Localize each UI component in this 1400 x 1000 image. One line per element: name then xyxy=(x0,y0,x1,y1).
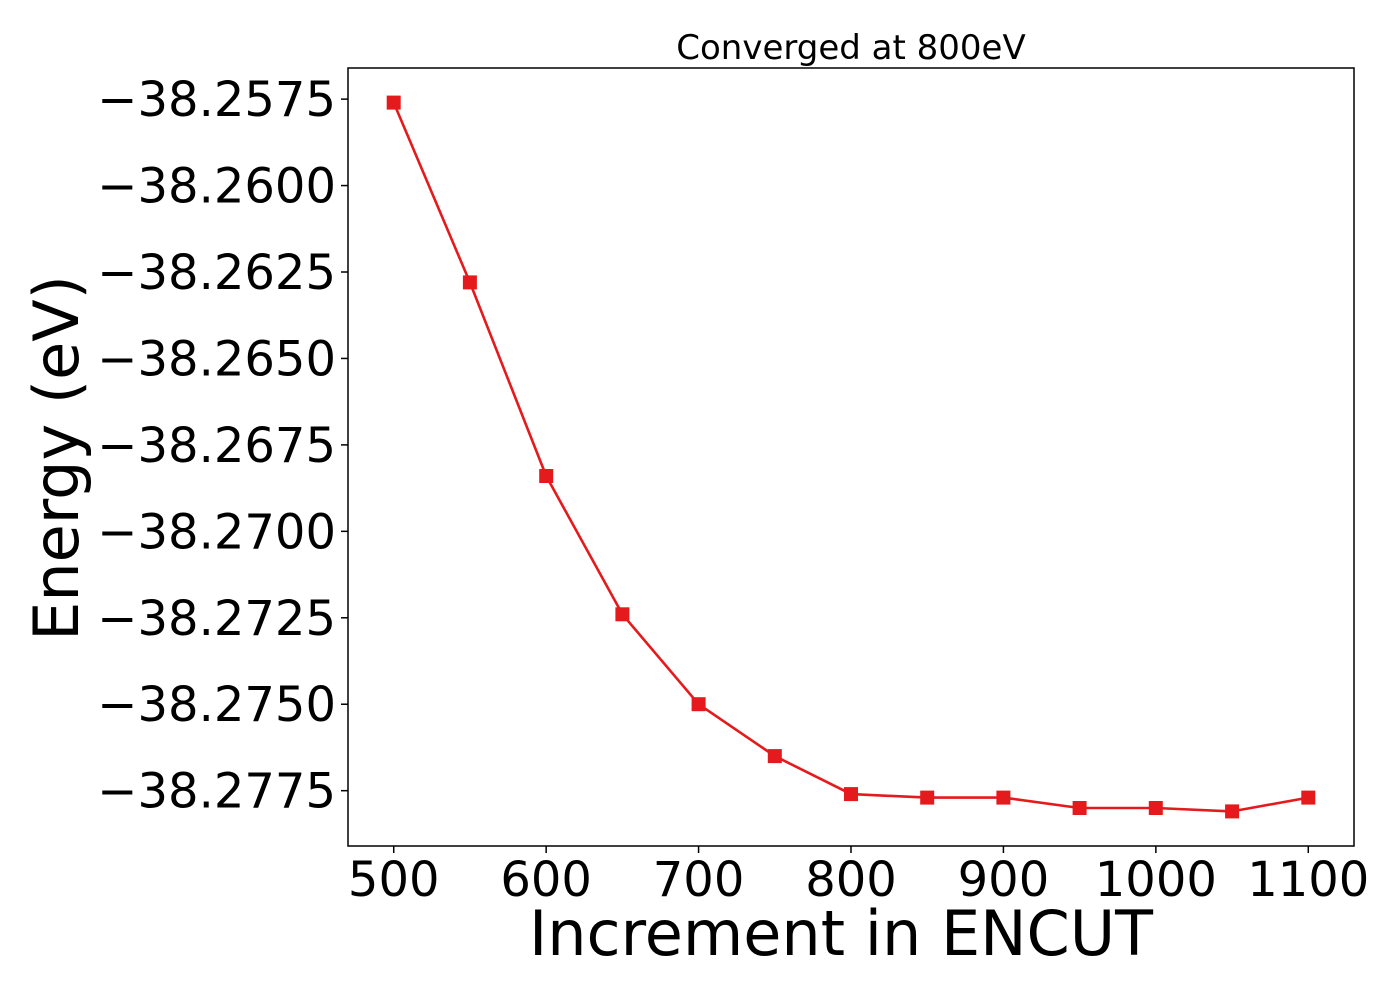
y-tick-label: −38.2775 xyxy=(97,764,336,820)
x-tick-label: 700 xyxy=(653,852,745,908)
data-point-marker xyxy=(767,749,782,764)
data-point-marker xyxy=(691,697,706,712)
data-point-marker xyxy=(1072,801,1087,815)
y-axis-ticks: −38.2575 −38.2600 −38.2625 −38.2650 −38.2675… xyxy=(97,72,348,820)
data-point-marker xyxy=(920,790,935,805)
y-tick-label: −38.2700 xyxy=(97,504,336,560)
x-tick-label: 1100 xyxy=(1247,852,1369,908)
y-tick-label: −38.2675 xyxy=(97,418,336,474)
x-tick-label: 600 xyxy=(500,852,592,908)
x-tick-label: 900 xyxy=(958,852,1050,908)
x-tick-label: 500 xyxy=(348,852,440,908)
series-energy xyxy=(386,95,1316,819)
x-tick-label: 1000 xyxy=(1095,852,1217,908)
y-tick-label: −38.2600 xyxy=(97,159,336,215)
x-tick-label: 800 xyxy=(805,852,897,908)
chart-title: Converged at 800eV xyxy=(676,28,1025,68)
data-point-marker xyxy=(539,469,554,483)
plot-area xyxy=(347,67,1355,847)
x-axis-ticks: 500 600 700 800 900 1000 1100 xyxy=(348,846,1369,908)
y-axis-title: Energy (eV) xyxy=(20,275,93,641)
data-point-marker xyxy=(1148,801,1163,815)
y-tick-label: −38.2625 xyxy=(97,245,336,301)
y-tick-label: −38.2725 xyxy=(97,591,336,647)
data-point-marker xyxy=(844,787,858,802)
y-tick-label: −38.2650 xyxy=(97,331,336,387)
data-point-marker xyxy=(1301,790,1316,805)
series-line xyxy=(392,102,1309,813)
data-point-marker xyxy=(386,95,401,110)
x-axis-title: Increment in ENCUT xyxy=(529,897,1154,970)
data-point-marker xyxy=(1225,804,1240,819)
data-point-marker xyxy=(615,607,630,622)
data-point-marker xyxy=(462,275,477,290)
data-point-marker xyxy=(996,790,1011,805)
y-tick-label: −38.2750 xyxy=(97,677,336,733)
plot-frame xyxy=(347,67,1355,847)
y-tick-label: −38.2575 xyxy=(97,72,336,128)
